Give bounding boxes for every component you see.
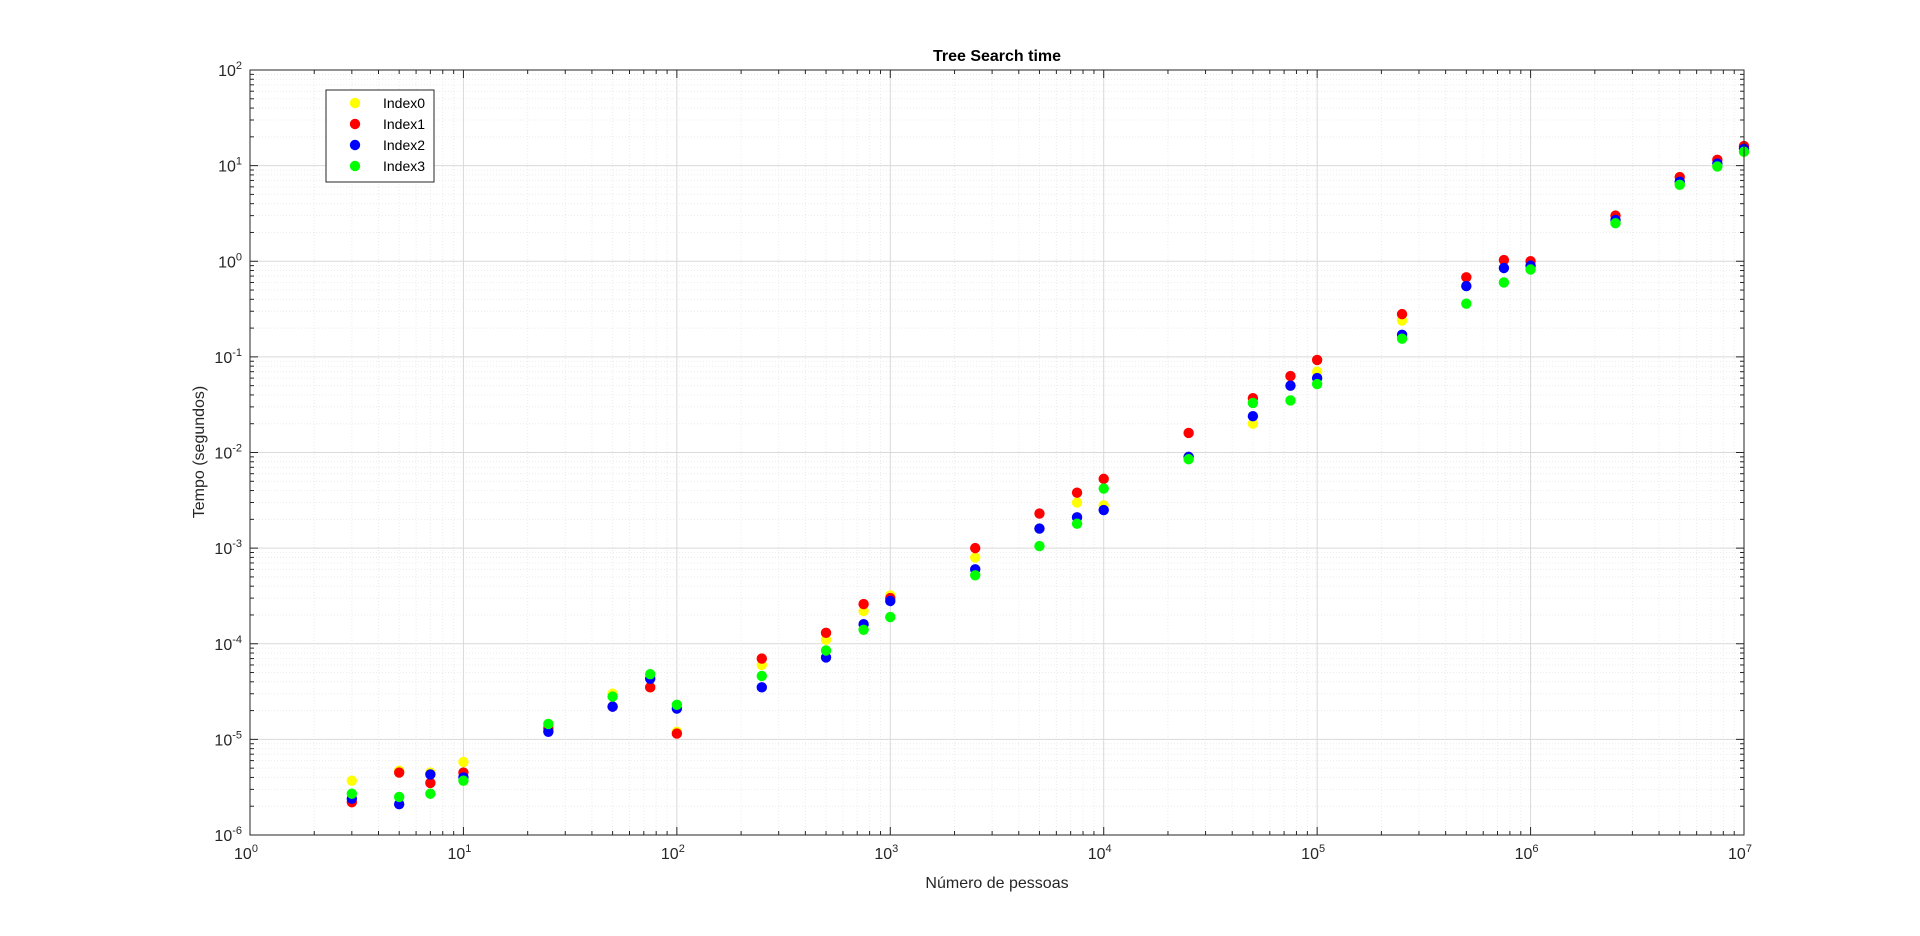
- x-tick-label: 107: [1728, 843, 1752, 863]
- data-point: [393, 798, 405, 810]
- x-tick-label: 104: [1088, 843, 1112, 863]
- y-tick-label: 10-1: [214, 347, 242, 367]
- data-point: [543, 718, 554, 730]
- y-tick-label: 102: [218, 60, 242, 80]
- data-point: [1034, 540, 1045, 552]
- data-point: [1674, 179, 1685, 191]
- data-point: [970, 542, 981, 554]
- y-axis-label: Tempo (segundos): [191, 386, 208, 519]
- data-point: [1071, 497, 1083, 508]
- x-tick-label: 106: [1515, 843, 1539, 863]
- data-point: [970, 570, 981, 581]
- data-point: [970, 552, 981, 563]
- x-tick-label: 105: [1301, 843, 1325, 863]
- data-point: [1396, 333, 1408, 344]
- data-point: [1461, 272, 1472, 283]
- data-point: [1183, 454, 1194, 465]
- data-point: [820, 627, 832, 639]
- data-point: [1311, 378, 1323, 390]
- data-point: [1098, 504, 1109, 516]
- data-point: [756, 682, 767, 693]
- data-point: [1285, 380, 1296, 391]
- data-point: [1461, 298, 1472, 309]
- y-tick-label: 10-4: [214, 634, 242, 654]
- legend-box: [325, 89, 435, 183]
- data-point: [1712, 161, 1723, 172]
- data-point: [1498, 277, 1510, 288]
- data-point: [346, 775, 358, 786]
- x-tick-label: 103: [874, 843, 898, 863]
- legend: Index0 Index1 Index2 Index3: [325, 89, 435, 183]
- data-point: [671, 699, 683, 710]
- data-point: [1098, 473, 1109, 485]
- data-point: [644, 682, 656, 693]
- data-point: [1461, 280, 1472, 292]
- data-point: [346, 788, 358, 799]
- data-point: [1034, 508, 1045, 519]
- plot-area: [249, 69, 1750, 836]
- legend-marker: [349, 160, 361, 172]
- data-point: [425, 777, 436, 789]
- data-point: [1498, 254, 1510, 266]
- data-point: [425, 769, 436, 780]
- legend-label: Index3: [383, 158, 425, 174]
- data-point: [458, 756, 469, 768]
- x-tick-labels: 100 101 102 103 104 105 106 107: [234, 843, 1752, 863]
- data-point: [425, 788, 436, 799]
- series-index3: [346, 146, 1750, 803]
- data-point: [1098, 483, 1109, 494]
- data-point: [607, 691, 618, 702]
- data-point: [756, 653, 767, 664]
- data-point: [1247, 418, 1259, 429]
- x-axis-label: Número de pessoas: [925, 875, 1068, 892]
- x-tick-label: 100: [234, 843, 258, 863]
- data-point: [1071, 487, 1083, 498]
- data-point: [644, 669, 656, 680]
- chart-title: Tree Search time: [933, 48, 1061, 65]
- axes-box: [249, 69, 1745, 836]
- data-point: [1285, 370, 1296, 382]
- data-point: [393, 767, 405, 778]
- data-point: [885, 611, 896, 623]
- data-point: [1034, 523, 1045, 534]
- data-point: [393, 791, 405, 803]
- data-point: [458, 775, 469, 786]
- data-point: [1247, 410, 1259, 422]
- data-point: [1311, 354, 1323, 366]
- minor-grid: [250, 70, 1744, 835]
- x-tick-label: 101: [447, 843, 471, 863]
- data-point: [1396, 308, 1408, 320]
- y-tick-label: 100: [218, 251, 242, 271]
- data-points: [346, 140, 1750, 810]
- y-tick-label: 101: [218, 156, 242, 176]
- data-point: [885, 595, 896, 607]
- y-tick-label: 10-5: [214, 729, 242, 749]
- data-point: [1525, 264, 1536, 275]
- legend-marker: [349, 118, 361, 130]
- data-point: [1071, 518, 1083, 529]
- data-point: [1183, 427, 1194, 439]
- y-tick-labels: 10-6 10-5 10-4 10-3 10-2 10-1 100 101 102: [214, 60, 242, 845]
- data-point: [1610, 217, 1621, 229]
- y-tick-label: 10-6: [214, 825, 242, 845]
- x-tick-label: 102: [661, 843, 685, 863]
- data-point: [671, 728, 683, 739]
- data-point: [1285, 395, 1296, 406]
- data-point: [1498, 262, 1510, 274]
- legend-label: Index1: [383, 116, 425, 132]
- data-point: [1247, 397, 1259, 409]
- data-point: [858, 598, 869, 610]
- data-point: [543, 726, 554, 738]
- legend-marker: [349, 97, 361, 109]
- data-point: [820, 645, 832, 656]
- data-point: [756, 670, 767, 682]
- legend-marker: [349, 139, 361, 151]
- y-tick-label: 10-3: [214, 538, 242, 558]
- data-point: [858, 624, 869, 635]
- legend-label: Index0: [383, 95, 425, 111]
- data-point: [607, 701, 618, 712]
- y-tick-label: 10-2: [214, 443, 242, 463]
- legend-label: Index2: [383, 137, 425, 153]
